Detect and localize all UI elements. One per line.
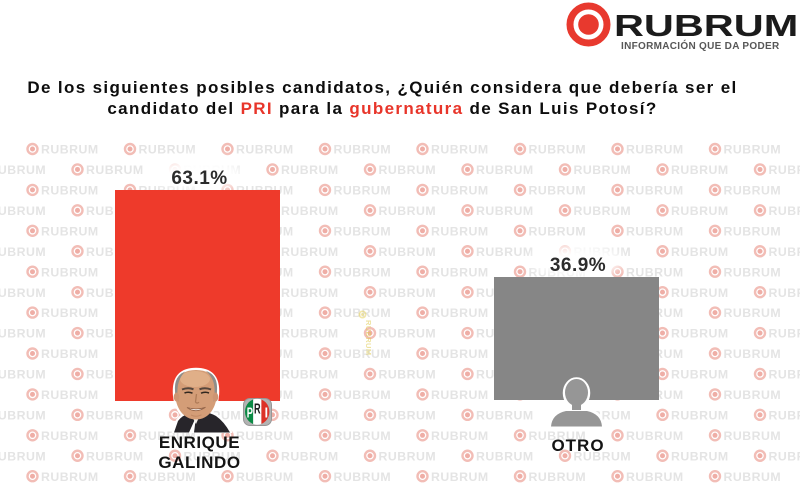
svg-text:I: I: [265, 405, 268, 421]
svg-text:P: P: [247, 405, 253, 421]
svg-text:R: R: [254, 401, 261, 417]
svg-text:RUBRUM: RUBRUM: [364, 320, 373, 355]
svg-text:INFORMACIÓN QUE DA PODER: INFORMACIÓN QUE DA PODER: [621, 39, 780, 52]
svg-text:RUBRUM: RUBRUM: [614, 8, 798, 42]
